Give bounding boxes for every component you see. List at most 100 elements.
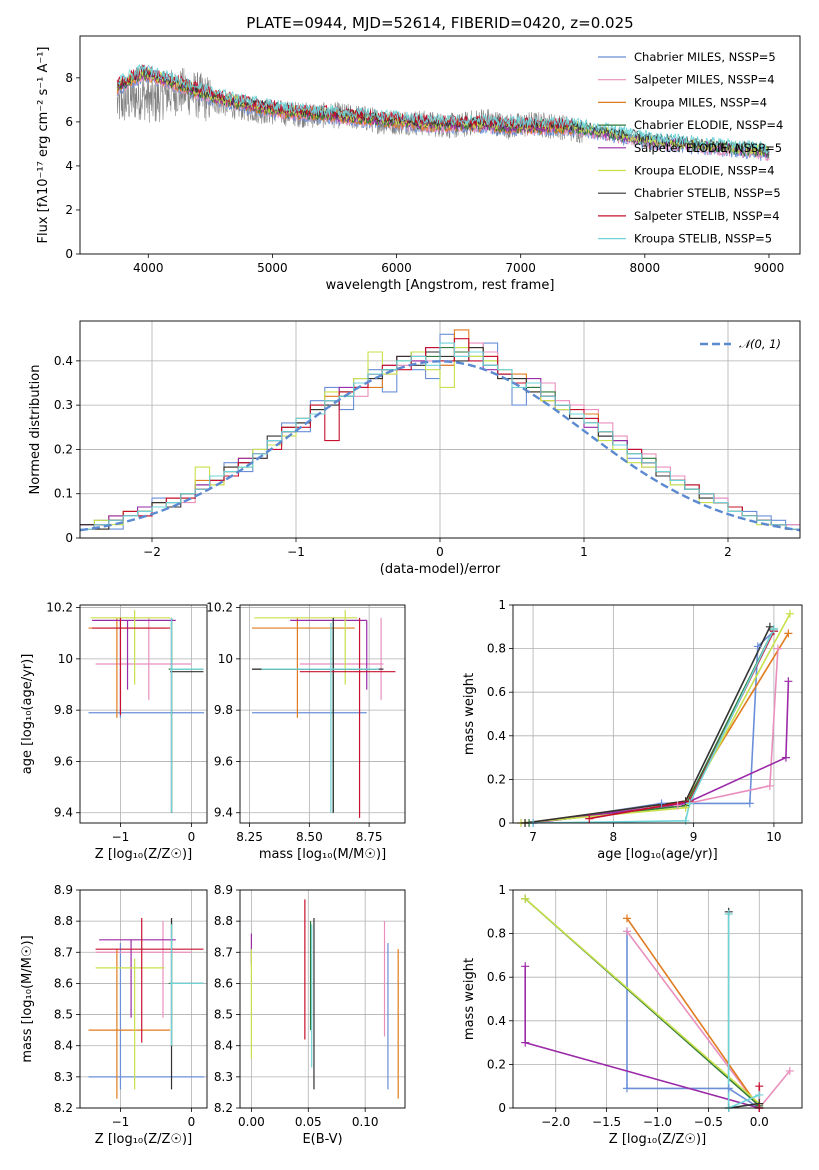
model-spectrum-line [116, 64, 770, 154]
legend: Chabrier MILES, NSSP=5 Salpeter MILES, NS… [598, 50, 783, 246]
panel-6: 0.00 0.05 0.10 8.2 8.3 8.4 8.5 8.6 8.7 8.8 8.9 E(B-… [214, 883, 406, 1147]
x-tick-label: 4000 [133, 261, 164, 275]
chart-title: PLATE=0944, MJD=52614, FIBERID=0420, z=0… [246, 14, 633, 32]
x-tick-label: 9 [690, 830, 698, 844]
x-tick-label: 1 [580, 545, 588, 559]
plus-marker [724, 1084, 733, 1093]
plus-marker [781, 753, 790, 762]
x-tick-label: 8.50 [296, 830, 323, 844]
y-tick-label: 9.6 [214, 754, 233, 768]
plus-marker [521, 1038, 530, 1047]
y-tick-label: 9.8 [54, 703, 73, 717]
x-axis-label: E(B-V) [302, 1132, 342, 1147]
y-tick-label: 0.8 [487, 642, 506, 656]
plus-marker [769, 624, 778, 633]
y-tick-label: 8.3 [214, 1070, 233, 1084]
y-tick-label: 2 [65, 203, 73, 217]
plus-marker [765, 622, 774, 631]
x-tick-label: 10 [766, 830, 781, 844]
x-axis-label: Z [log₁₀(Z/Z☉)] [609, 1132, 706, 1147]
mass-weight-line [532, 681, 790, 823]
x-tick-label: 8.25 [236, 830, 263, 844]
panel-frame [239, 604, 406, 824]
x-tick-label: 8.75 [356, 830, 383, 844]
mass-weight-line [524, 632, 790, 823]
x-tick-label: 0 [188, 830, 196, 844]
y-tick-label: 6 [65, 115, 73, 129]
x-axis-label: mass [log₁₀(M/M☉)] [259, 847, 386, 862]
x-axis-label: wavelength [Angstrom, rest frame] [326, 278, 555, 293]
x-tick-label: −2.0 [541, 1115, 570, 1129]
x-axis-label: Z [log₁₀(Z/Z☉)] [95, 1132, 192, 1147]
y-tick-label: 0 [65, 531, 73, 545]
x-axis-label: age [log₁₀(age/yr)] [597, 847, 718, 862]
legend-label: Kroupa MILES, NSSP=4 [634, 95, 767, 109]
y-tick-label: 0 [65, 247, 73, 261]
panel-1: −2 −1 0 1 2 0 0.1 0.2 0.3 0.4 (data-model)/error No… [28, 320, 801, 577]
x-tick-label: 8000 [630, 261, 661, 275]
legend-label: Chabrier ELODIE, NSSP=4 [634, 118, 783, 132]
x-tick-label: 2 [724, 545, 732, 559]
mass-weight-line [727, 914, 760, 1108]
x-tick-label: 5000 [257, 261, 288, 275]
y-axis-label: Flux [fλ10⁻¹⁷ erg cm⁻² s⁻¹ A⁻¹] [36, 47, 51, 244]
plus-marker [622, 927, 631, 936]
legend-label: Kroupa ELODIE, NSSP=4 [634, 164, 775, 178]
legend-label: Salpeter STELIB, NSSP=4 [634, 209, 780, 223]
plot-area [251, 610, 396, 818]
y-tick-label: 1 [498, 883, 506, 897]
y-axis-label: age [log₁₀(age/yr)] [20, 654, 35, 775]
y-tick-label: 9.4 [54, 806, 73, 820]
normal-curve [80, 360, 800, 532]
y-tick-label: 8.3 [54, 1070, 73, 1084]
legend-label: 𝒩(0, 1) [739, 337, 781, 351]
x-tick-label: 0.00 [238, 1115, 265, 1129]
y-tick-label: 8 [65, 71, 73, 85]
panel-frame [239, 889, 406, 1109]
plus-marker [673, 801, 682, 810]
x-tick-label: −1 [112, 1115, 130, 1129]
y-tick-label: 8.5 [214, 1008, 233, 1022]
x-tick-label: 8 [610, 830, 618, 844]
y-tick-label: 0 [498, 1101, 506, 1115]
y-tick-label: 0.1 [54, 487, 73, 501]
plus-marker [785, 1066, 794, 1075]
x-tick-label: −1 [287, 545, 305, 559]
histogram-legend: 𝒩(0, 1) [700, 337, 781, 351]
panel-frame [79, 889, 208, 1109]
plus-marker [765, 781, 774, 790]
x-tick-label: 0.10 [352, 1115, 379, 1129]
panel-3: 8.25 8.50 8.75 9.4 9.6 9.8 10 10.2 mass [log₁₀(M… [206, 601, 406, 862]
y-tick-label: 0.6 [487, 970, 506, 984]
mass-weight-line [626, 930, 791, 1108]
mass-weight-line [626, 931, 760, 1108]
y-tick-label: 8.4 [214, 1039, 233, 1053]
y-tick-label: 0.4 [487, 1014, 506, 1028]
y-tick-label: 8.2 [214, 1101, 233, 1115]
y-tick-label: 0.2 [54, 442, 73, 456]
y-tick-label: 0.4 [54, 354, 73, 368]
y-tick-label: 0.2 [487, 1057, 506, 1071]
x-tick-label: 0 [436, 545, 444, 559]
x-tick-label: −1.0 [643, 1115, 672, 1129]
x-tick-label: 0.0 [750, 1115, 769, 1129]
mass-weight-line [533, 628, 775, 823]
mass-weight-line [727, 911, 760, 1108]
y-tick-label: 8.7 [214, 945, 233, 959]
plus-marker [753, 642, 762, 651]
plus-marker [724, 909, 733, 918]
plus-marker [521, 962, 530, 971]
plus-marker [745, 799, 754, 808]
plus-marker [773, 644, 782, 653]
x-tick-label: 7000 [505, 261, 536, 275]
x-tick-label: 0 [188, 1115, 196, 1129]
panel-frame [79, 604, 208, 824]
y-axis-label: mass [log₁₀(M/M☉)] [20, 935, 35, 1062]
plus-marker [681, 816, 690, 825]
plus-marker [622, 1084, 631, 1093]
plus-marker [784, 629, 793, 638]
mass-weight-line [524, 898, 760, 1105]
panel-frame [79, 35, 801, 255]
plot-area [80, 329, 800, 532]
